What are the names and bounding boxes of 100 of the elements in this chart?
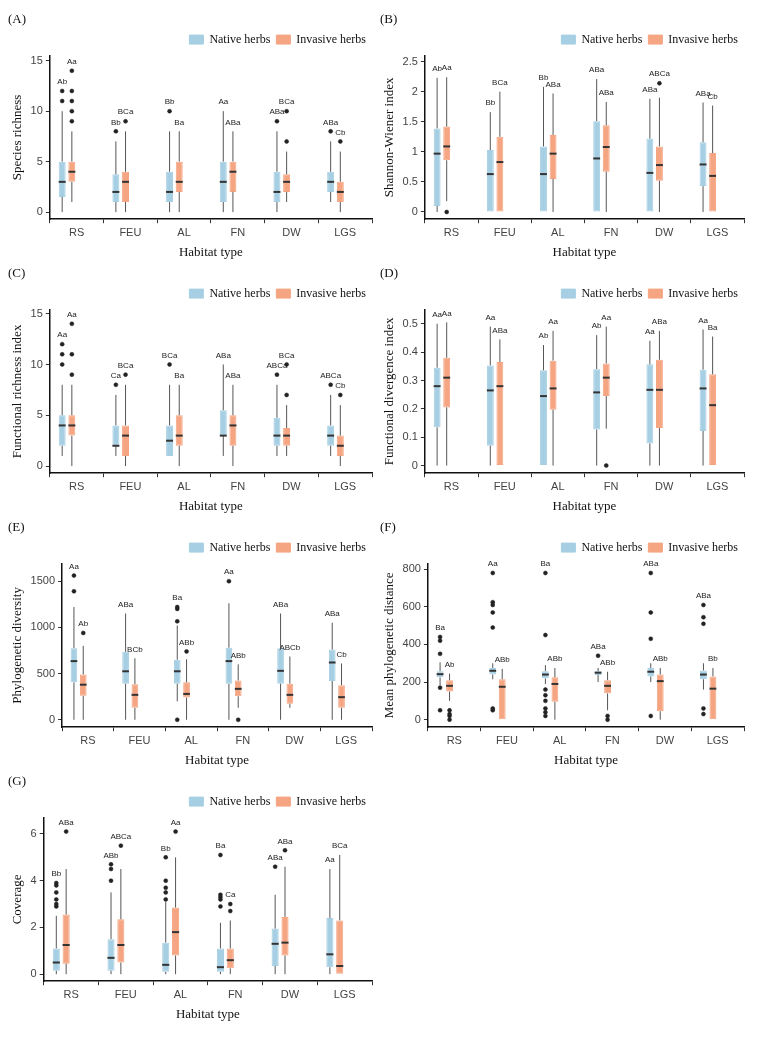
x-tick-label: RS — [443, 479, 460, 492]
legend-label: Native herbs — [581, 285, 643, 300]
text: ABa — [643, 559, 659, 569]
x-tick-label: DW — [285, 733, 305, 746]
x-tick-label: RS — [63, 987, 79, 1000]
y-tick-label: 2.5 — [402, 54, 418, 67]
legend-label: Native herbs — [209, 539, 271, 554]
text: Bb — [160, 843, 171, 853]
text: ABa — [58, 817, 74, 827]
text: Bb — [51, 869, 62, 879]
text: ABa — [642, 85, 658, 95]
text: ABa — [267, 852, 283, 862]
text: Ab — [444, 659, 455, 669]
text: BCa — [117, 107, 134, 117]
chart-title: (B) — [380, 11, 398, 27]
x-tick-label: RS — [69, 479, 85, 492]
x-tick-label: AL — [184, 733, 198, 746]
text: ABCa — [320, 371, 342, 380]
x-tick-label: AL — [551, 225, 565, 238]
y-axis-title: Shannon-Wiener index — [381, 77, 397, 198]
text: Ab — [78, 619, 89, 629]
text: Cb — [335, 127, 346, 137]
x-tick-label: DW — [655, 479, 674, 492]
x-tick-label: AL — [177, 479, 191, 492]
text: ABb — [230, 650, 246, 660]
text: Ab — [591, 321, 602, 331]
text: Aa — [170, 817, 181, 827]
y-tick-label: 0 — [30, 967, 37, 980]
legend-label: Invasive herbs — [668, 539, 739, 554]
text: Bb — [708, 654, 718, 664]
text: BCa — [117, 360, 134, 370]
text: BCa — [331, 841, 348, 851]
y-tick-label: 6 — [30, 826, 37, 839]
text: Cb — [335, 381, 346, 391]
x-tick-label: DW — [282, 479, 302, 492]
text: ABa — [651, 317, 667, 327]
y-axis-title: Functional richness index — [9, 324, 25, 459]
y-axis-title: Functional divergence index — [381, 317, 397, 466]
y-tick-label: 0 — [411, 205, 418, 218]
y-tick-label: 800 — [402, 562, 421, 575]
y-tick-label: 400 — [402, 637, 421, 650]
y-tick-label: 0 — [36, 205, 43, 218]
text: ABCb — [279, 642, 301, 652]
text: Ca — [110, 371, 121, 380]
x-tick-label: FN — [603, 225, 619, 238]
text: Ba — [215, 841, 226, 851]
text: Cb — [336, 649, 347, 659]
x-tick-label: DW — [280, 987, 300, 1000]
x-tick-label: RS — [446, 733, 462, 746]
text: Aa — [66, 56, 77, 66]
text: Ca — [225, 890, 236, 900]
y-tick-label: 4 — [30, 873, 37, 886]
x-axis-title: Habitat type — [178, 243, 244, 259]
text: Aa — [224, 567, 234, 577]
text: BCb — [127, 644, 143, 654]
x-tick-label: FN — [604, 733, 620, 746]
y-tick-label: 0.2 — [402, 401, 418, 414]
text: ABa — [492, 325, 508, 335]
text: ABa — [269, 107, 285, 117]
x-tick-label: AL — [552, 733, 567, 746]
text: Aa — [485, 312, 496, 322]
text: Ba — [707, 322, 718, 332]
chart-title: (E) — [8, 519, 25, 535]
y-tick-label: 1000 — [30, 620, 56, 633]
x-tick-label: DW — [282, 225, 302, 238]
y-tick-label: 500 — [36, 666, 56, 679]
legend-label: Invasive herbs — [296, 539, 367, 554]
text: ABa — [215, 350, 231, 360]
x-tick-label: RS — [80, 733, 96, 746]
x-tick-label: FEU — [114, 987, 137, 1000]
text: Aa — [441, 63, 452, 73]
y-tick-label: 1 — [411, 144, 418, 157]
y-tick-label: 15 — [30, 306, 43, 319]
legend-label: Native herbs — [209, 793, 271, 808]
y-axis-title: Species richness — [9, 94, 25, 181]
x-axis-title: Habitat type — [185, 751, 250, 767]
legend-label: Invasive herbs — [668, 285, 739, 300]
y-tick-label: 0 — [411, 458, 418, 471]
text: Aa — [57, 330, 68, 340]
x-axis-title: Habitat type — [554, 751, 619, 767]
text: ABa — [589, 65, 605, 75]
text: Ab — [538, 331, 549, 341]
y-tick-label: 1.5 — [402, 114, 418, 127]
y-tick-label: 2 — [30, 920, 37, 933]
text: ABa — [118, 599, 134, 609]
y-tick-label: 0.5 — [402, 316, 418, 329]
text: ABa — [225, 117, 241, 127]
x-tick-label: FN — [230, 225, 246, 238]
x-tick-label: FEU — [119, 479, 142, 492]
text: ABb — [547, 654, 563, 664]
y-tick-label: 2 — [411, 84, 418, 97]
x-tick-label: FEU — [493, 479, 516, 492]
text: Aa — [548, 317, 558, 327]
x-axis-title: Habitat type — [552, 497, 617, 513]
text: Bb — [164, 97, 175, 107]
text: ABb — [652, 654, 668, 664]
x-axis-title: Habitat type — [552, 243, 617, 259]
text: BCa — [492, 77, 508, 87]
text: ABa — [225, 371, 241, 380]
y-tick-label: 10 — [30, 104, 43, 117]
